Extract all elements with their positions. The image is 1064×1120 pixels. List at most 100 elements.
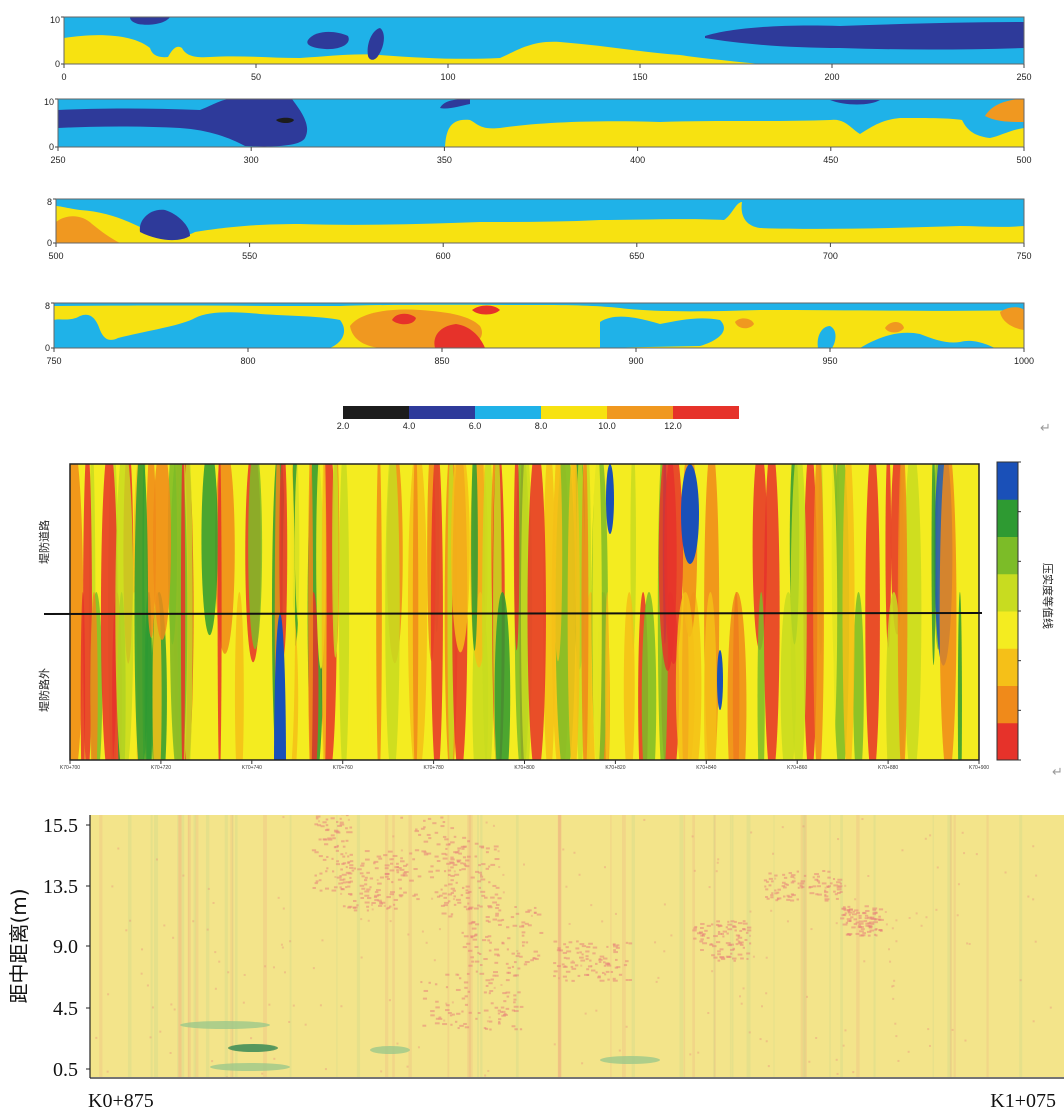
panel3-streak — [803, 815, 807, 1077]
panel3-speck — [490, 863, 496, 866]
panel3-streak — [692, 815, 696, 1077]
panel3-dot — [897, 1059, 900, 1062]
panel3-speck — [521, 941, 526, 944]
panel3-speck — [791, 880, 796, 883]
panel3-speck — [815, 893, 819, 896]
panel3-speck — [696, 932, 701, 935]
panel3-dot — [907, 1050, 910, 1053]
panel3-speck — [842, 907, 846, 910]
panel3-dot — [844, 1029, 847, 1032]
panel3-speck — [494, 961, 499, 964]
panel3-xlabel-left: K0+875 — [88, 1090, 154, 1112]
panel3-dot — [211, 1060, 214, 1063]
panel3-speck — [474, 842, 479, 845]
panel3-speck — [492, 974, 496, 977]
panel3-speck — [530, 959, 534, 962]
panel2-band — [704, 592, 717, 760]
panel3-speck — [521, 924, 525, 927]
panel3-speck — [749, 942, 752, 945]
panel3-speck — [590, 969, 596, 972]
strip-2-xtick-label: 550 — [242, 251, 257, 261]
panel3-speck — [389, 905, 392, 908]
panel3-speck — [781, 881, 786, 884]
panel3-speck — [599, 979, 605, 982]
panel3-speck — [872, 913, 877, 916]
panel3-speck — [430, 1010, 435, 1013]
panel3-speck — [347, 892, 353, 895]
panel3-speck — [490, 1002, 494, 1005]
panel2-band — [134, 464, 149, 760]
panel3-speck — [734, 920, 737, 923]
panel3-speck — [456, 859, 462, 862]
panel3-speck — [443, 870, 447, 873]
panel3-dot — [206, 928, 209, 931]
panel3-speck — [441, 852, 447, 855]
panel3-speck — [768, 877, 773, 880]
panel3-dot — [901, 849, 904, 852]
panel3-speck — [847, 905, 851, 908]
panel3-dot — [961, 831, 964, 834]
panel3-speck — [873, 921, 878, 924]
panel3-streak — [195, 815, 199, 1077]
panel3-speck — [435, 1017, 440, 1020]
panel3-dot — [151, 1006, 154, 1009]
panel3-speck — [318, 838, 322, 841]
panel3-speck — [585, 955, 589, 958]
panel3-speck — [837, 885, 843, 888]
panel3-speck — [563, 956, 567, 959]
panel3-speck — [377, 882, 382, 885]
panel3-speck — [440, 904, 445, 907]
panel3-speck — [722, 935, 725, 938]
strip-3-axis: 750 800 850 900 950 1000 0 8 — [45, 301, 1034, 366]
panel3-speck — [556, 949, 562, 952]
panel3-speck — [846, 918, 852, 921]
panel3-speck — [517, 967, 521, 970]
panel3-streak — [356, 815, 361, 1077]
panel2-xtick-label: K70+820 — [605, 765, 625, 771]
strip-1-zone-small — [440, 99, 470, 109]
panel3-speck — [742, 922, 748, 925]
panel3-speck — [710, 943, 713, 946]
panel3-speck — [867, 934, 871, 937]
panel3-speck — [349, 860, 354, 863]
panel3-dot — [268, 1003, 271, 1006]
panel3-speck — [700, 922, 705, 925]
strip-0-xtick-label: 50 — [251, 72, 261, 82]
panel3-speck — [430, 865, 434, 868]
panel3-speck — [489, 990, 494, 993]
panel3-streak — [447, 815, 450, 1077]
panel3-streak — [187, 815, 191, 1077]
panel3-dot — [717, 858, 720, 861]
panel3-speck — [584, 973, 589, 976]
panel3-speck — [423, 840, 429, 843]
panel3-speck — [319, 889, 323, 892]
panel2-band — [294, 464, 307, 634]
strip-2-xtick-label: 700 — [823, 251, 838, 261]
panel3-speck — [450, 866, 454, 869]
panel3-speck — [839, 882, 843, 885]
panel3-speck — [812, 876, 815, 879]
panel3-dot — [340, 892, 343, 895]
panel3-speck — [553, 970, 558, 973]
panel2-band — [592, 464, 602, 760]
panel3-speck — [855, 932, 860, 935]
panel3-dot — [802, 825, 805, 828]
panel3-speck — [588, 942, 593, 945]
panel3-speck — [737, 953, 743, 956]
panel3-speck — [774, 889, 777, 892]
panel3-speck — [721, 932, 724, 935]
panel3-dot — [107, 993, 110, 996]
panel3-speck — [349, 853, 353, 856]
panel3-speck — [725, 942, 731, 945]
panel3-speck — [797, 886, 800, 889]
panel2-band — [115, 464, 134, 760]
panel2-xtick-label: K70+880 — [878, 765, 898, 771]
panel3-dot — [280, 943, 283, 946]
panel3-dot — [863, 960, 866, 963]
strip-0-zone-4-6-d — [705, 22, 1024, 50]
panel3-dot — [318, 820, 321, 823]
panel3-dot — [214, 951, 217, 954]
panel3-speck — [490, 978, 494, 981]
panel3-speck — [348, 831, 353, 834]
panel3-speck — [494, 1006, 499, 1009]
